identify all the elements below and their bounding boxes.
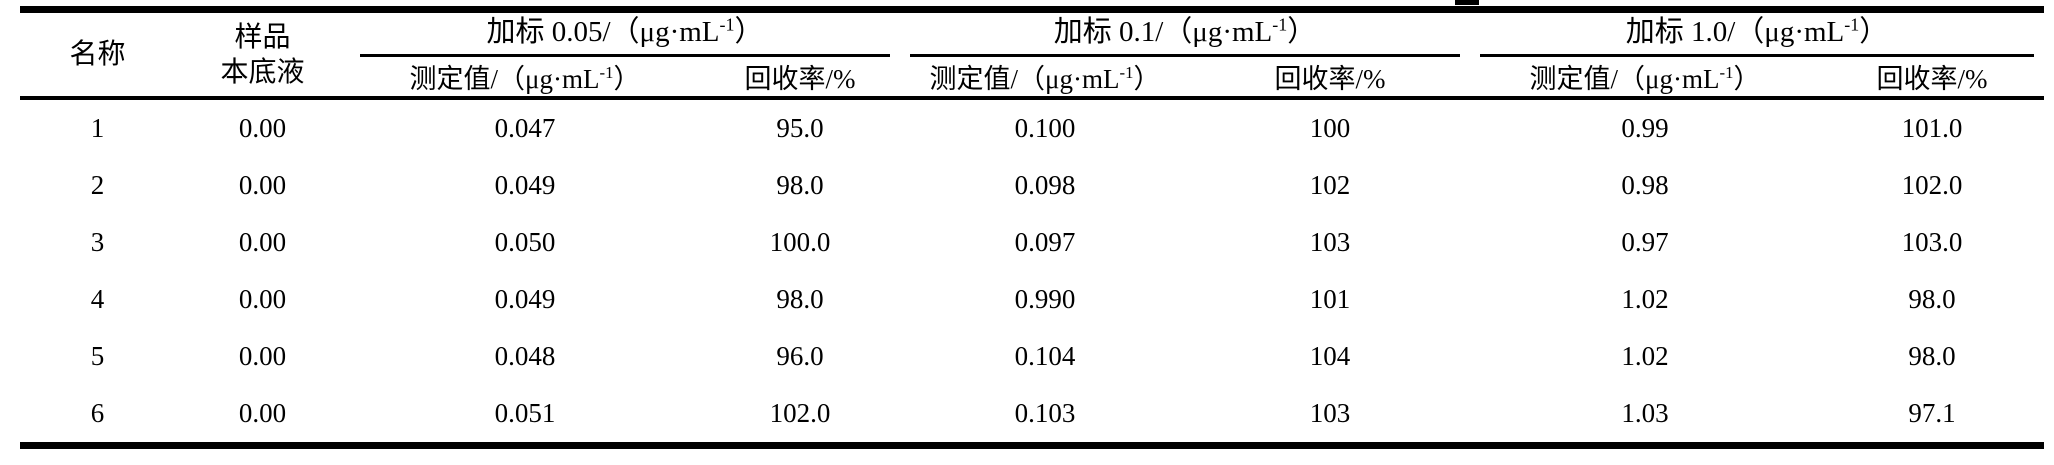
table-cell: 0.98 <box>1621 170 1669 200</box>
table-cell: 0.048 <box>494 341 556 371</box>
group-header-spike-01: 加标 0.1/（μg·mL-1） <box>900 10 1470 57</box>
table-cell: 0.00 <box>238 341 287 371</box>
table-cell: 102.0 <box>769 398 831 428</box>
crop-artifact <box>1455 0 1479 5</box>
table-row: 2 0.00 0.049 98.0 0.098 102 0.98 102.0 <box>20 157 2044 214</box>
table-cell: 98.0 <box>776 170 824 200</box>
table-cell: 0.104 <box>1014 341 1076 371</box>
table-cell: 0.098 <box>1014 170 1076 200</box>
table-cell: 0.97 <box>1621 227 1669 257</box>
table-row: 4 0.00 0.049 98.0 0.990 101 1.02 98.0 <box>20 271 2044 328</box>
subheader-recovery-3: 回收率/% <box>1820 57 2044 100</box>
unit-superscript: -1 <box>1272 14 1288 35</box>
group-header-spike-01-label: 加标 0.1/（μg·mL-1） <box>910 14 1460 57</box>
group-title-text: 加标 0.05/（μg·mL <box>486 16 720 49</box>
table-row: 1 0.00 0.047 95.0 0.100 100 0.99 101.0 <box>20 98 2044 157</box>
table-cell: 1 <box>90 113 105 143</box>
table-cell: 101.0 <box>1901 113 1963 143</box>
col-header-sample-blank: 样品 本底液 <box>175 9 350 100</box>
table-cell: 100.0 <box>769 227 831 257</box>
table-cell: 0.00 <box>238 170 287 200</box>
table-cell: 101 <box>1309 284 1351 314</box>
table-cell: 0.103 <box>1014 398 1076 428</box>
table-cell: 0.097 <box>1014 227 1076 257</box>
table-cell: 0.100 <box>1014 113 1076 143</box>
table-cell: 4 <box>90 284 105 314</box>
table-cell: 0.00 <box>238 284 287 314</box>
table-cell: 1.02 <box>1621 341 1669 371</box>
table-cell: 103.0 <box>1901 227 1963 257</box>
table-cell: 1.03 <box>1621 398 1669 428</box>
table-cell: 95.0 <box>776 113 824 143</box>
group-header-spike-10-label: 加标 1.0/（μg·mL-1） <box>1480 14 2034 57</box>
table-cell: 98.0 <box>1908 284 1956 314</box>
subheader-measured-2: 测定值/（μg·mL-1） <box>900 57 1190 100</box>
unit-superscript: -1 <box>1719 63 1734 82</box>
subheader-measured-3: 测定值/（μg·mL-1） <box>1470 57 1820 100</box>
unit-superscript: -1 <box>599 63 614 82</box>
unit-superscript: -1 <box>1844 14 1860 35</box>
table-cell: 0.049 <box>494 170 556 200</box>
group-title-close: ） <box>734 16 764 49</box>
table-cell: 97.1 <box>1908 398 1956 428</box>
table-cell: 0.049 <box>494 284 556 314</box>
table-cell: 0.00 <box>238 113 287 143</box>
sub-header-row: 测定值/（μg·mL-1） 回收率/% 测定值/（μg·mL-1） 回收率/% … <box>20 57 2044 100</box>
table-cell: 0.050 <box>494 227 556 257</box>
table-cell: 103 <box>1309 398 1351 428</box>
table-body: 1 0.00 0.047 95.0 0.100 100 0.99 101.0 2 0.00 0.04… <box>20 98 2044 446</box>
subheader-measured-1: 测定值/（μg·mL-1） <box>350 57 700 100</box>
table-cell: 104 <box>1309 341 1351 371</box>
table-cell: 5 <box>90 341 105 371</box>
table-cell: 102 <box>1309 170 1351 200</box>
table-cell: 3 <box>90 227 105 257</box>
subheader-measured-close: ） <box>1133 64 1161 94</box>
table-cell: 102.0 <box>1901 170 1963 200</box>
table-row: 5 0.00 0.048 96.0 0.104 104 1.02 98.0 <box>20 328 2044 385</box>
table-cell: 0.00 <box>238 398 287 428</box>
table-cell: 0.047 <box>494 113 556 143</box>
group-header-row: 名称 样品 本底液 加标 0.05/（μg·mL-1） 加标 0.1/（μg·m… <box>20 9 2044 100</box>
col-header-name: 名称 <box>20 9 175 100</box>
unit-superscript: -1 <box>1119 63 1134 82</box>
subheader-measured-text: 测定值/（μg·mL <box>409 64 600 94</box>
group-title-text: 加标 0.1/（μg·mL <box>1053 16 1273 49</box>
unit-superscript: -1 <box>719 14 735 35</box>
subheader-measured-close: ） <box>613 64 641 94</box>
table-cell: 2 <box>90 170 105 200</box>
subheader-measured-close: ） <box>1733 64 1761 94</box>
group-header-spike-005: 加标 0.05/（μg·mL-1） <box>350 10 900 57</box>
table-cell: 0.051 <box>494 398 556 428</box>
table-cell: 98.0 <box>1908 341 1956 371</box>
table-cell: 0.00 <box>238 227 287 257</box>
table-cell: 0.990 <box>1014 284 1076 314</box>
table-cell: 96.0 <box>776 341 824 371</box>
table-cell: 98.0 <box>776 284 824 314</box>
group-header-spike-005-label: 加标 0.05/（μg·mL-1） <box>360 14 890 57</box>
table-cell: 103 <box>1309 227 1351 257</box>
group-title-close: ） <box>1287 16 1317 49</box>
table-cell: 6 <box>90 398 105 428</box>
table-cell: 100 <box>1309 113 1351 143</box>
table-header: 名称 样品 本底液 加标 0.05/（μg·mL-1） 加标 0.1/（μg·m… <box>20 9 2044 100</box>
table-cell: 1.02 <box>1621 284 1669 314</box>
subheader-measured-text: 测定值/（μg·mL <box>1529 64 1720 94</box>
table-cell: 0.99 <box>1621 113 1669 143</box>
group-header-spike-10: 加标 1.0/（μg·mL-1） <box>1470 10 2044 57</box>
recovery-table: 名称 样品 本底液 加标 0.05/（μg·mL-1） 加标 0.1/（μg·m… <box>20 6 2044 449</box>
subheader-recovery-1: 回收率/% <box>700 57 900 100</box>
group-title-text: 加标 1.0/（μg·mL <box>1625 16 1845 49</box>
group-title-close: ） <box>1859 16 1889 49</box>
table-row: 3 0.00 0.050 100.0 0.097 103 0.97 103.0 <box>20 214 2044 271</box>
table-row: 6 0.00 0.051 102.0 0.103 103 1.03 97.1 <box>20 385 2044 446</box>
subheader-measured-text: 测定值/（μg·mL <box>929 64 1120 94</box>
subheader-recovery-2: 回收率/% <box>1190 57 1470 100</box>
